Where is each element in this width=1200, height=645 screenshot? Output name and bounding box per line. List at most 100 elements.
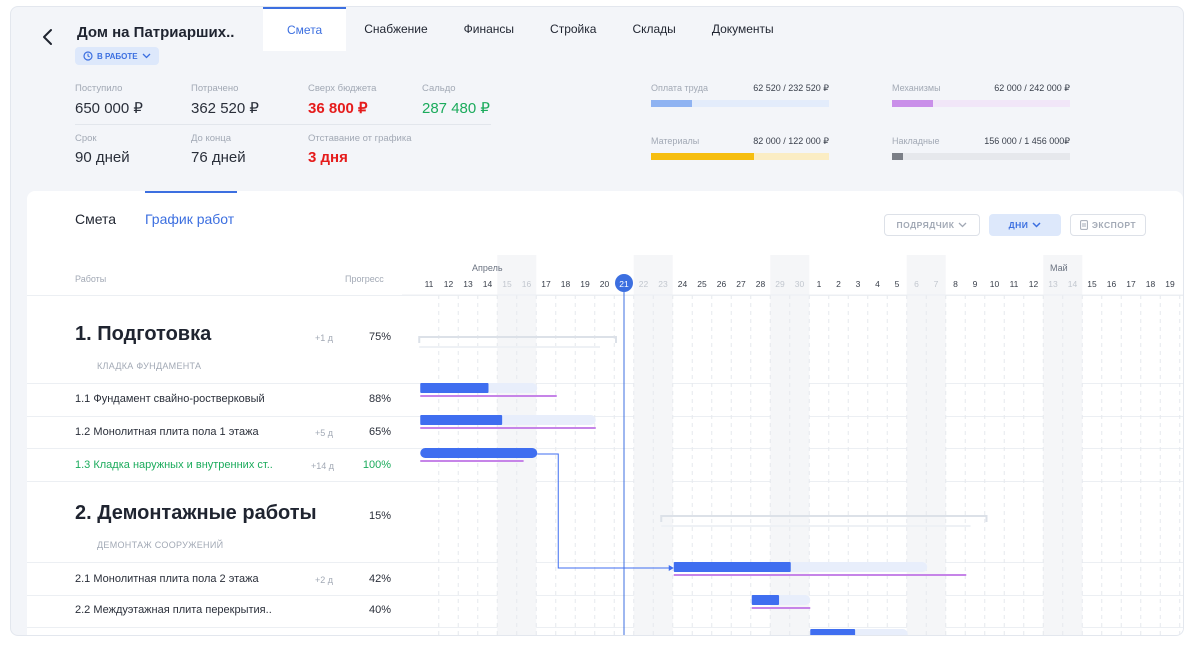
contractor-filter-button[interactable]: ПОДРЯДЧИК (884, 214, 980, 236)
divider (27, 448, 1183, 449)
chevron-down-icon (959, 222, 967, 228)
month-label: Май (1050, 263, 1068, 273)
stat-spent: Потрачено 362 520 ₽ (191, 83, 259, 117)
day-label: 20 (1182, 279, 1184, 289)
subtab-schedule[interactable]: График работ (145, 211, 235, 227)
stat-value: 36 800 ₽ (308, 100, 368, 117)
day-label: 11 (1009, 279, 1019, 289)
task-actual-line (751, 607, 811, 609)
day-label: 11 (424, 279, 434, 289)
task-row-2-2[interactable]: 2.2 Междуэтажная плита перекрытия.. (75, 604, 272, 616)
divider (27, 595, 1183, 596)
task-lag: +5 д (315, 428, 334, 438)
clock-icon (83, 51, 93, 61)
cost-overhead: Накладные 156 000 / 1 456 000₽ (892, 136, 1070, 160)
subtab-estimate[interactable]: Смета (75, 211, 117, 227)
contractor-label: ПОДРЯДЧИК (896, 220, 955, 230)
task-actual-line (420, 460, 524, 462)
gantt-canvas (402, 255, 1183, 635)
stat-label: Срок (75, 133, 97, 144)
schedule-panel: Смета График работ ПОДРЯДЧИК ДНИ ЭКСПОРТ… (27, 191, 1184, 635)
stat-term: Срок 90 дней (75, 133, 130, 166)
cost-track (892, 100, 1070, 107)
stat-value: 650 000 ₽ (75, 100, 143, 117)
stat-value: 3 дня (308, 149, 348, 166)
stat-label: Сальдо (422, 83, 456, 94)
cost-track (651, 153, 829, 160)
task-done-bar (420, 448, 538, 458)
cost-materials: Материалы 82 000 / 122 000 ₽ (651, 136, 829, 160)
day-label: 17 (1126, 279, 1136, 289)
divider (27, 481, 1183, 482)
tab-supply[interactable]: Снабжение (364, 22, 428, 36)
tab-documents[interactable]: Документы (711, 22, 774, 36)
back-arrow-icon[interactable] (39, 25, 59, 49)
section-lag: +1 д (315, 333, 334, 343)
day-label: 8 (953, 279, 958, 289)
day-label: 14 (1067, 279, 1078, 289)
cost-value: 62 000 / 242 000 ₽ (994, 83, 1070, 93)
task-lag: +14 д (311, 461, 335, 471)
task-actual-line (673, 574, 967, 576)
tab-finance[interactable]: Финансы (463, 22, 515, 36)
status-label: В РАБОТЕ (97, 51, 138, 61)
day-label: 27 (736, 279, 746, 289)
weekend-column (1043, 255, 1083, 635)
day-label: 15 (1087, 279, 1097, 289)
dependency-arrow (537, 453, 670, 569)
day-label: 15 (502, 279, 512, 289)
summary-bar (418, 336, 617, 343)
task-row-1-1[interactable]: 1.1 Фундамент свайно-ростверковый (75, 393, 265, 405)
column-works: Работы (75, 274, 107, 284)
day-label: 13 (463, 279, 473, 289)
task-progress: 65% (368, 426, 391, 438)
task-row-1-2[interactable]: 1.2 Монолитная плита пола 1 этажа (75, 426, 259, 438)
task-row-1-3[interactable]: 1.3 Кладка наружных и внутренних ст.. (75, 459, 273, 471)
day-label: 16 (1106, 279, 1117, 289)
day-label: 13 (1048, 279, 1058, 289)
task-done-bar (673, 562, 791, 572)
section-subtitle: КЛАДКА ФУНДАМЕНТА (97, 361, 202, 371)
file-icon (1079, 220, 1088, 230)
cost-name: Накладные (892, 136, 940, 146)
day-label: 1 (816, 279, 822, 289)
day-label: 24 (677, 279, 688, 289)
task-done-bar (810, 629, 856, 635)
section-title: 2. Демонтажные работы (75, 502, 317, 524)
task-progress: 40% (368, 604, 391, 616)
status-badge[interactable]: В РАБОТЕ (75, 47, 159, 65)
dependency-arrowhead (668, 565, 674, 571)
gantt-chart: Апрель Май 11 12 13 14 15 16 17 18 19 20 21 22 23 24 2… (402, 255, 1184, 635)
day-label: 25 (697, 279, 707, 289)
day-label: 22 (638, 279, 649, 289)
cost-name: Оплата труда (651, 83, 708, 93)
export-button[interactable]: ЭКСПОРТ (1070, 214, 1146, 236)
cost-track (651, 100, 829, 107)
summary-bar (660, 515, 988, 522)
cost-progress-bar (651, 100, 692, 107)
day-label: 18 (560, 279, 571, 289)
day-label: 20 (599, 279, 610, 289)
section-progress: 75% (368, 331, 391, 343)
stat-balance: Сальдо 287 480 ₽ (422, 83, 490, 117)
day-label: 12 (1028, 279, 1039, 289)
task-row-2-1[interactable]: 2.1 Монолитная плита пола 2 этажа (75, 573, 259, 585)
tab-warehouses[interactable]: Склады (632, 22, 676, 36)
cost-name: Механизмы (892, 83, 941, 93)
day-label: 2 (836, 279, 841, 289)
weekend-column (633, 255, 673, 635)
day-label: 21 (619, 279, 629, 289)
tab-estimate[interactable]: Смета (263, 7, 347, 51)
day-label: 18 (1145, 279, 1156, 289)
stat-label: До конца (191, 133, 231, 144)
stat-value: 90 дней (75, 149, 130, 166)
cost-name: Материалы (651, 136, 700, 146)
stat-delay: Отставание от графика 3 дня (308, 133, 411, 166)
days-scale-button[interactable]: ДНИ (989, 214, 1061, 236)
day-label: 4 (875, 279, 880, 289)
tab-construction[interactable]: Стройка (550, 22, 597, 36)
cost-labor: Оплата труда 62 520 / 232 520 ₽ (651, 83, 829, 107)
task-actual-line (420, 427, 596, 429)
task-progress: 88% (368, 393, 391, 405)
task-done-bar (751, 595, 780, 605)
